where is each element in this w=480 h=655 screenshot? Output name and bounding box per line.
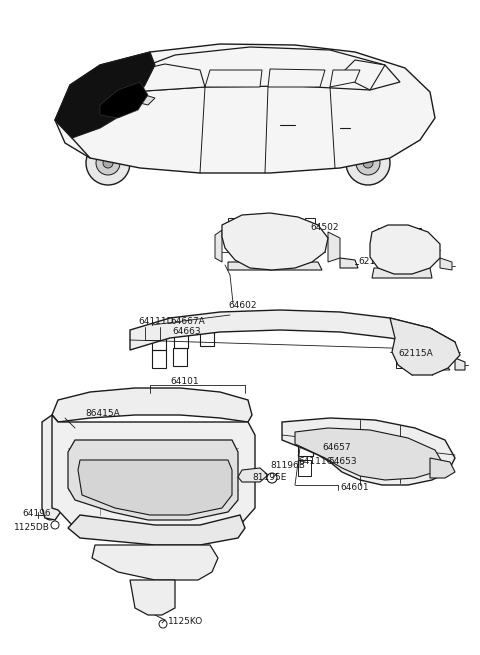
Circle shape	[145, 429, 151, 435]
Bar	[152, 350, 166, 368]
Bar	[200, 328, 214, 346]
Text: 81196B: 81196B	[270, 462, 305, 470]
Bar	[318, 435, 333, 453]
Bar	[393, 227, 401, 241]
Text: 81195E: 81195E	[252, 474, 287, 483]
Polygon shape	[52, 388, 252, 422]
Circle shape	[363, 158, 373, 168]
Circle shape	[116, 404, 124, 412]
Text: 64667A: 64667A	[170, 318, 205, 326]
Text: 64663: 64663	[172, 328, 201, 337]
Bar	[174, 330, 188, 348]
Text: 64196: 64196	[22, 510, 50, 519]
Circle shape	[65, 429, 71, 435]
Polygon shape	[42, 415, 62, 520]
Text: 64657: 64657	[322, 443, 350, 453]
Polygon shape	[205, 70, 262, 87]
Circle shape	[45, 510, 55, 520]
Circle shape	[225, 429, 231, 435]
Circle shape	[346, 141, 390, 185]
Polygon shape	[295, 428, 442, 480]
Text: 86415A: 86415A	[85, 409, 120, 417]
Polygon shape	[238, 468, 268, 482]
Polygon shape	[340, 258, 358, 268]
Polygon shape	[130, 47, 400, 91]
Text: 64601: 64601	[340, 483, 369, 491]
Polygon shape	[330, 70, 360, 87]
Circle shape	[196, 404, 204, 412]
Bar	[228, 218, 240, 236]
Bar	[396, 356, 408, 368]
Text: 64602: 64602	[228, 301, 256, 310]
Polygon shape	[370, 225, 440, 274]
Text: 1125KO: 1125KO	[168, 616, 203, 626]
Text: 64502: 64502	[310, 223, 338, 233]
Polygon shape	[268, 69, 325, 87]
Circle shape	[96, 151, 120, 175]
Polygon shape	[372, 268, 432, 278]
Polygon shape	[130, 580, 175, 615]
Polygon shape	[455, 358, 465, 370]
Bar	[305, 218, 315, 234]
Bar	[412, 356, 424, 368]
Polygon shape	[130, 64, 205, 91]
Polygon shape	[55, 44, 435, 173]
Bar	[413, 228, 421, 242]
Circle shape	[356, 151, 380, 175]
Polygon shape	[52, 415, 255, 538]
Circle shape	[86, 141, 130, 185]
Polygon shape	[68, 515, 245, 545]
Circle shape	[185, 429, 191, 435]
Polygon shape	[328, 232, 340, 262]
Bar	[152, 332, 166, 350]
Text: 1125DB: 1125DB	[14, 523, 50, 531]
Text: 62115A: 62115A	[398, 348, 433, 358]
Bar	[173, 348, 187, 366]
Polygon shape	[92, 545, 218, 580]
Circle shape	[156, 404, 164, 412]
Polygon shape	[100, 82, 148, 118]
Polygon shape	[282, 418, 455, 485]
Bar	[378, 228, 386, 242]
Polygon shape	[68, 440, 238, 520]
Polygon shape	[140, 95, 155, 105]
Polygon shape	[340, 60, 385, 90]
Polygon shape	[215, 230, 222, 262]
Polygon shape	[228, 262, 322, 270]
Bar	[278, 216, 288, 232]
Polygon shape	[222, 213, 328, 270]
Circle shape	[105, 429, 111, 435]
Circle shape	[76, 404, 84, 412]
Bar	[248, 218, 258, 234]
Text: 62125A: 62125A	[358, 257, 393, 267]
Text: 64101: 64101	[170, 377, 199, 386]
Text: 64111D: 64111D	[138, 318, 173, 326]
Polygon shape	[440, 258, 452, 270]
Polygon shape	[78, 460, 232, 515]
Circle shape	[234, 404, 242, 412]
Polygon shape	[55, 52, 155, 138]
Bar	[298, 460, 311, 476]
Circle shape	[103, 158, 113, 168]
Text: 64111C: 64111C	[298, 457, 333, 466]
Polygon shape	[390, 318, 460, 375]
Polygon shape	[430, 458, 455, 478]
Polygon shape	[130, 310, 455, 358]
Text: 64501: 64501	[392, 246, 420, 255]
Text: 64653: 64653	[328, 457, 357, 466]
Bar	[298, 438, 313, 456]
